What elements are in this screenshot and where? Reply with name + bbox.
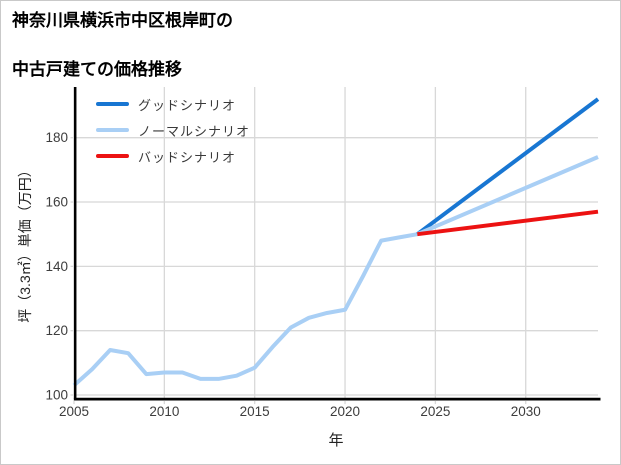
y-axis-label: 坪（3.3㎡）単価（万円） xyxy=(17,163,33,323)
x-tick-label: 2020 xyxy=(330,404,360,419)
legend-label-bad: バッドシナリオ xyxy=(138,149,237,165)
y-tick-label: 120 xyxy=(45,323,68,338)
x-tick-label: 2015 xyxy=(240,404,270,419)
bad-scenario-line-swatch xyxy=(96,154,129,158)
x-axis-label: 年 xyxy=(328,432,344,449)
legend-label-good: グッドシナリオ xyxy=(138,97,237,113)
chart-title: 神奈川県横浜市中区根岸町の 中古戸建ての価格推移 xyxy=(12,9,233,83)
chart-title-line2: 中古戸建ての価格推移 xyxy=(12,60,182,80)
series-line xyxy=(72,232,418,387)
x-tick-label: 2030 xyxy=(511,404,541,419)
y-tick-label: 100 xyxy=(45,388,68,403)
chart-title-line1: 神奈川県横浜市中区根岸町の xyxy=(12,11,233,30)
x-tick-label: 2005 xyxy=(59,404,89,419)
legend-item-good: グッドシナリオ xyxy=(96,91,250,117)
good-scenario-line-swatch xyxy=(96,102,129,106)
normal-scenario-line-swatch xyxy=(96,128,129,132)
x-tick-label: 2010 xyxy=(149,404,179,419)
legend-label-normal: ノーマルシナリオ xyxy=(138,123,251,139)
series-line xyxy=(416,155,599,237)
x-tick-label: 2025 xyxy=(420,404,450,419)
y-tick-label: 180 xyxy=(45,130,68,145)
chart-legend: グッドシナリオ ノーマルシナリオ バッドシナリオ xyxy=(96,91,250,169)
series-line xyxy=(417,209,599,237)
series-line xyxy=(416,97,600,236)
legend-item-bad: バッドシナリオ xyxy=(96,143,250,169)
y-tick-label: 140 xyxy=(45,259,68,274)
legend-item-normal: ノーマルシナリオ xyxy=(96,117,250,143)
y-tick-label: 160 xyxy=(45,195,68,210)
